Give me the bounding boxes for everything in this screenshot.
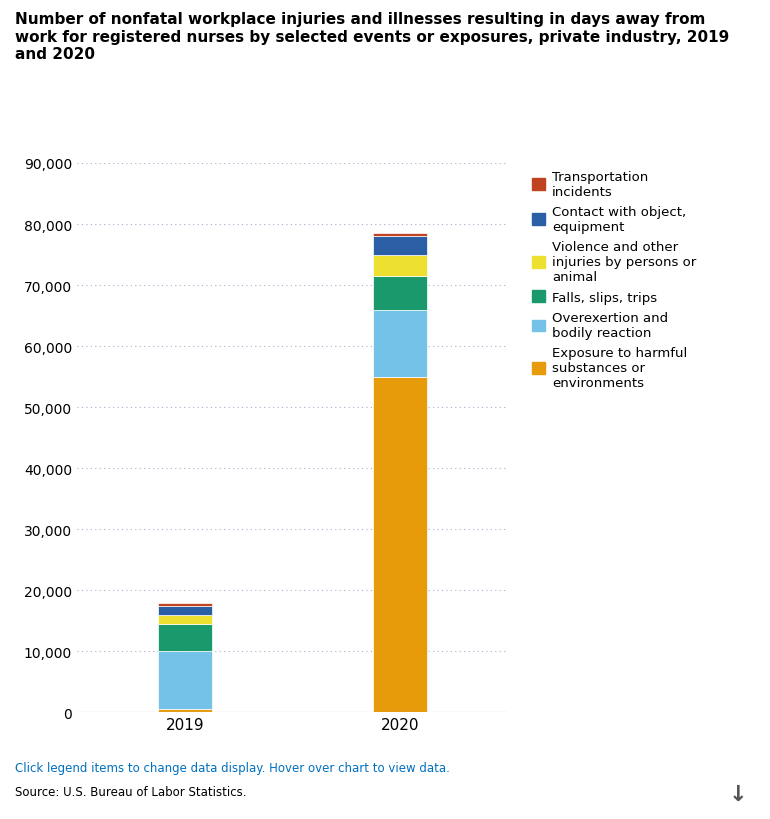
Bar xyxy=(158,652,212,709)
Bar xyxy=(158,603,212,606)
Text: Source: U.S. Bureau of Labor Statistics.: Source: U.S. Bureau of Labor Statistics. xyxy=(15,785,247,799)
Text: Number of nonfatal workplace injuries and illnesses resulting in days away from
: Number of nonfatal workplace injuries an… xyxy=(15,12,730,62)
Bar xyxy=(158,615,212,624)
Bar xyxy=(158,709,212,713)
Bar xyxy=(373,234,427,237)
Text: ↓: ↓ xyxy=(728,785,747,804)
Bar xyxy=(373,256,427,277)
Legend: Transportation
incidents, Contact with object,
equipment, Violence and other
inj: Transportation incidents, Contact with o… xyxy=(532,170,696,390)
Text: Click legend items to change data display. Hover over chart to view data.: Click legend items to change data displa… xyxy=(15,761,450,774)
Bar xyxy=(373,237,427,256)
Bar xyxy=(158,624,212,652)
Bar xyxy=(373,378,427,713)
Bar xyxy=(373,277,427,310)
Bar xyxy=(373,310,427,378)
Bar xyxy=(158,606,212,615)
